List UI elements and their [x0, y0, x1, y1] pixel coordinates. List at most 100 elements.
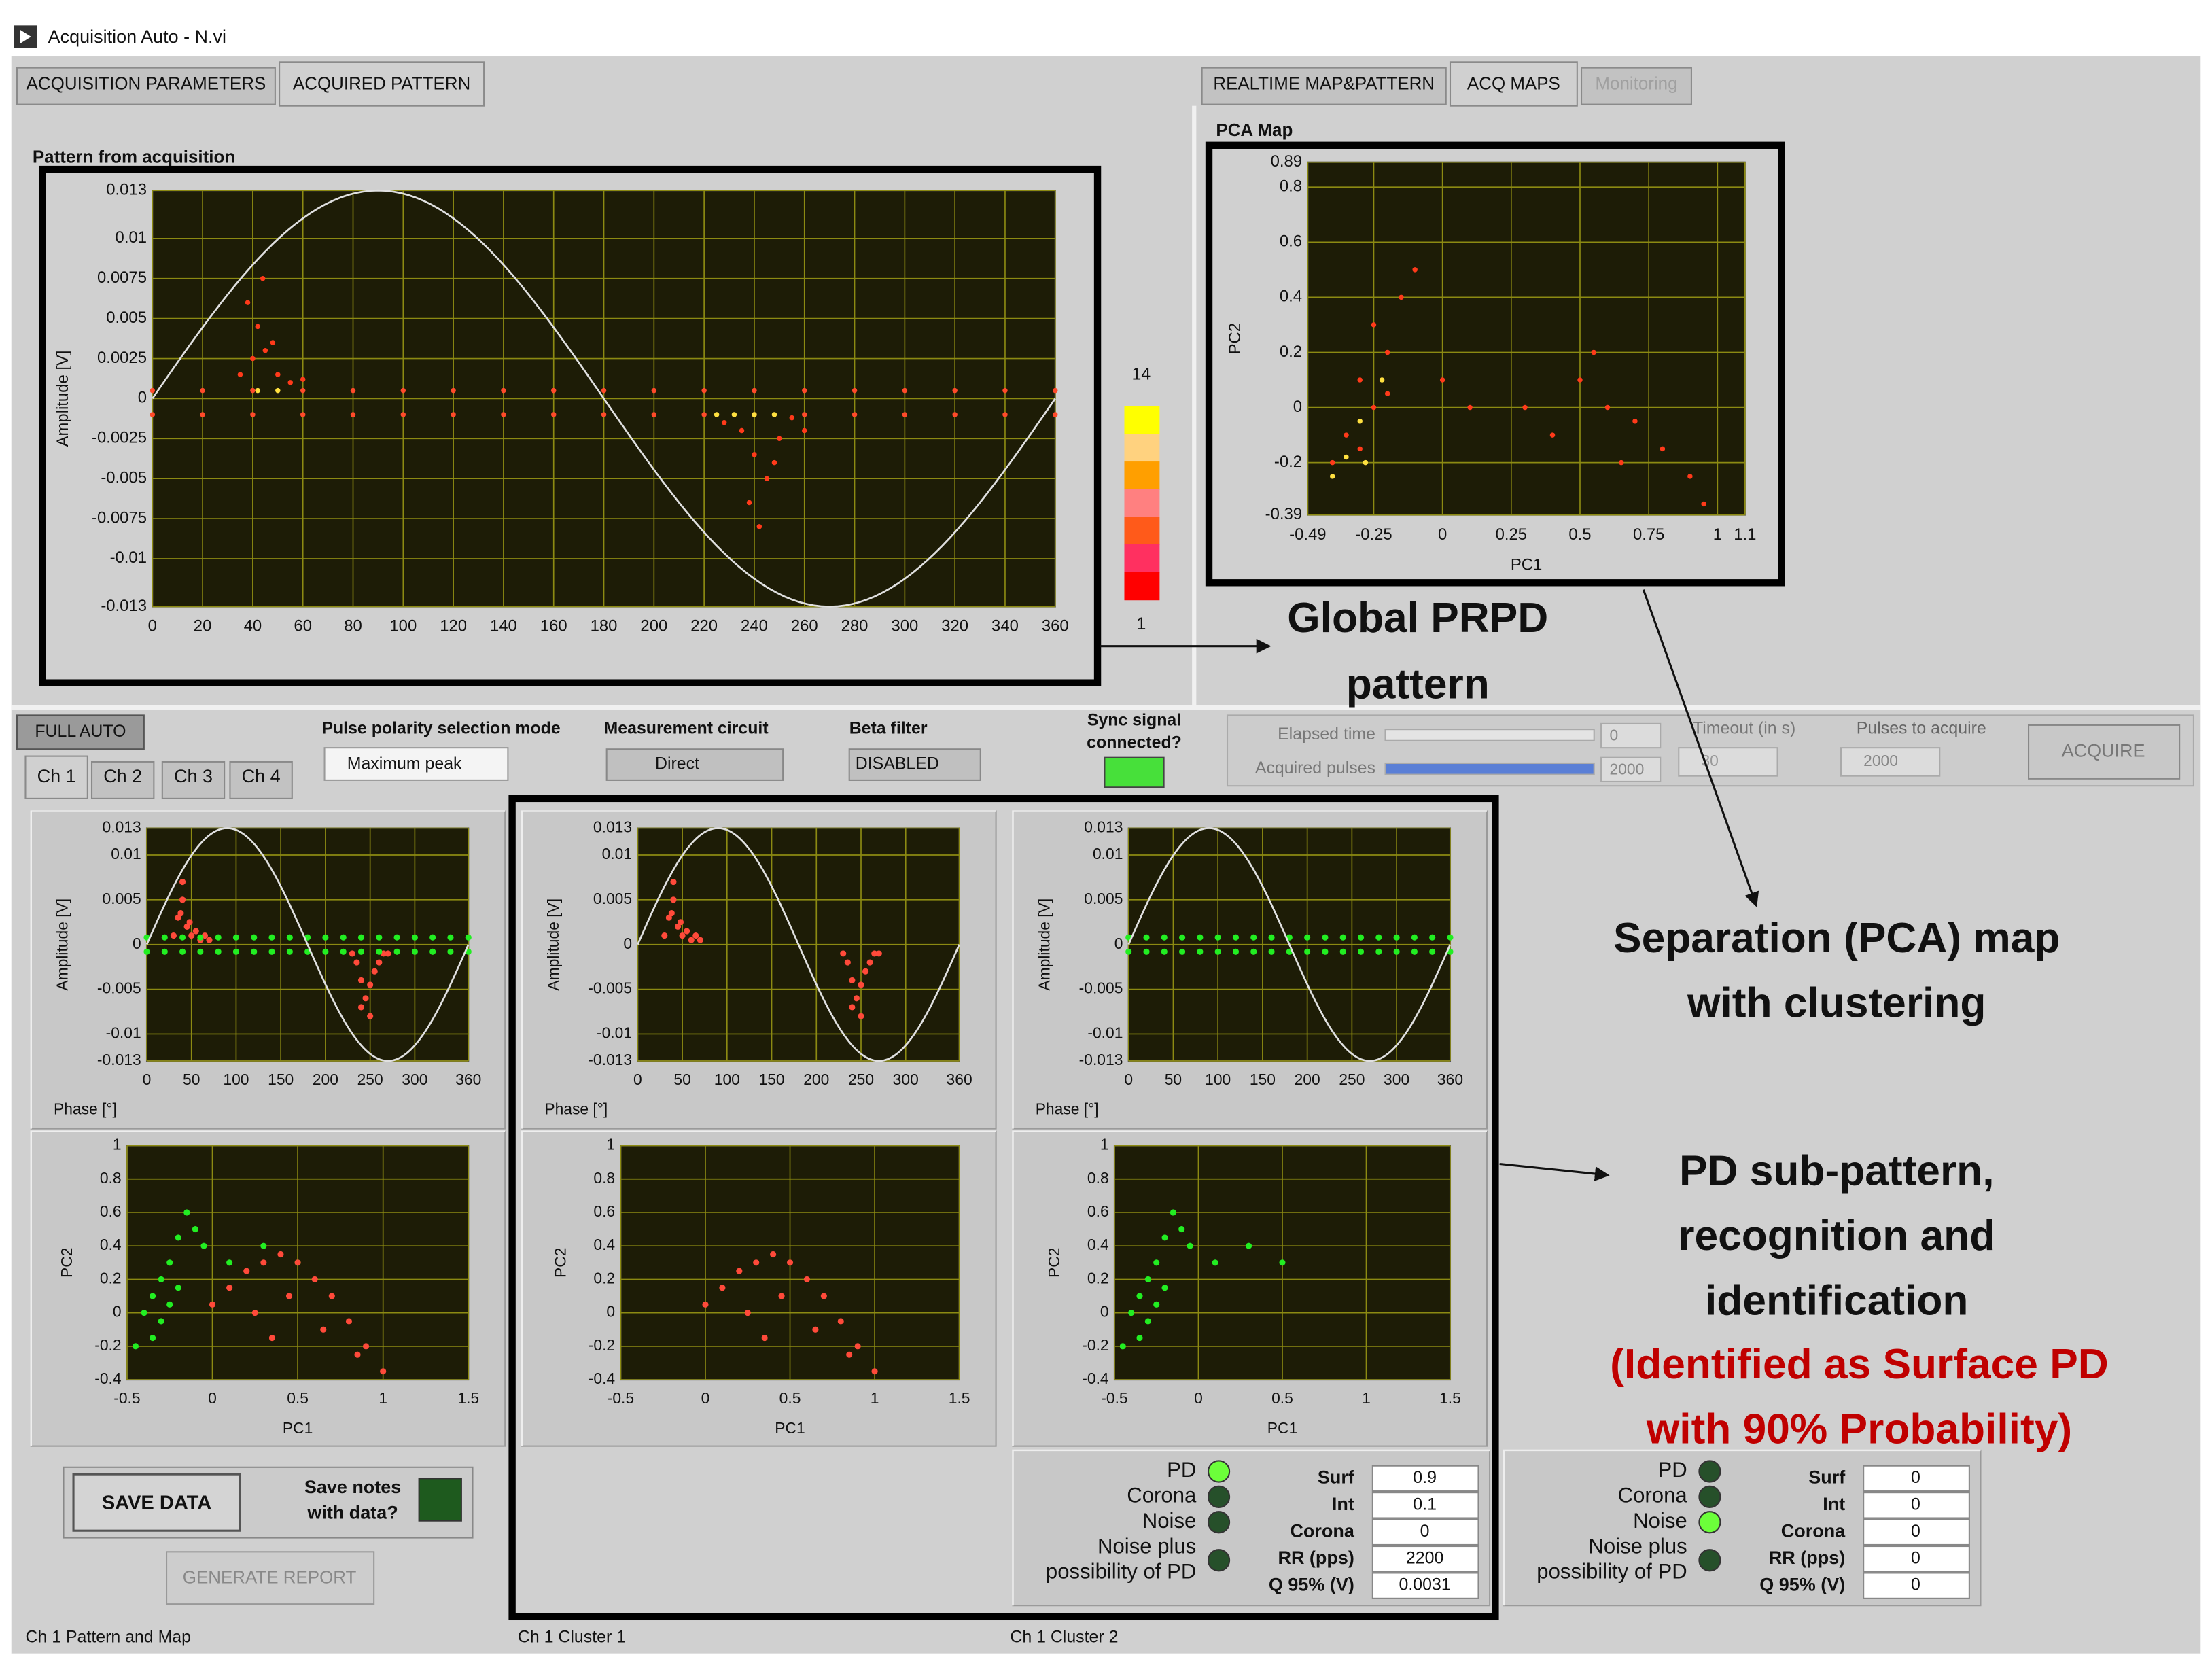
y-tick-label: -0.005: [97, 979, 141, 997]
channel-tab-label[interactable]: Ch 1: [37, 766, 76, 786]
data-point: [1053, 387, 1058, 394]
tab-label[interactable]: REALTIME MAP&PATTERN: [1213, 74, 1435, 93]
data-point: [1522, 404, 1528, 411]
data-point: [447, 934, 454, 941]
data-point: [1153, 1301, 1160, 1308]
data-point: [1232, 948, 1240, 955]
data-point: [226, 1259, 233, 1266]
data-point: [380, 1368, 387, 1375]
plot-panel-bevel: [1012, 1130, 1487, 1446]
data-point: [550, 412, 557, 417]
tab[interactable]: [16, 67, 276, 105]
arrow: [1642, 589, 1759, 907]
notes-led[interactable]: [418, 1478, 462, 1522]
data-point: [1143, 934, 1150, 941]
led: [1207, 1549, 1231, 1572]
y-tick-label: 0.8: [100, 1169, 122, 1187]
data-point: [852, 412, 858, 417]
led-label: Noise: [1142, 1509, 1197, 1533]
data-point: [1178, 1226, 1185, 1233]
data-point: [1701, 501, 1706, 507]
tab-label[interactable]: ACQ MAPS: [1467, 74, 1560, 93]
result-value: 0: [1911, 1468, 1920, 1487]
led: [1207, 1511, 1231, 1534]
result-box: [1863, 1572, 1970, 1599]
data-point: [320, 1326, 327, 1333]
button-label[interactable]: ACQUIRE: [2062, 741, 2145, 761]
x-tick-label: 200: [640, 617, 667, 635]
channel-tab[interactable]: [161, 761, 226, 799]
channel-tab-label[interactable]: Ch 3: [174, 766, 213, 786]
led-label: possibility of PD: [1046, 1560, 1196, 1584]
x-tick-label: 200: [1295, 1070, 1320, 1088]
data-point: [670, 878, 677, 886]
data-point: [183, 1209, 190, 1216]
channel-tab[interactable]: [24, 755, 88, 799]
data-point: [1212, 1259, 1218, 1266]
control-value[interactable]: Maximum peak: [347, 754, 462, 773]
data-point: [376, 959, 383, 966]
data-point: [802, 412, 807, 417]
dropdown[interactable]: [605, 748, 784, 781]
data-point: [677, 919, 684, 926]
data-point: [1161, 948, 1168, 955]
data-point: [902, 412, 908, 417]
y-tick-label: 0.4: [593, 1236, 615, 1253]
tab-label[interactable]: ACQUIRED PATTERN: [293, 74, 470, 93]
button-label[interactable]: GENERATE REPORT: [183, 1569, 357, 1588]
channel-tab-label[interactable]: Ch 4: [242, 766, 281, 786]
data-point: [188, 932, 195, 939]
button[interactable]: [2028, 724, 2181, 780]
button[interactable]: [16, 714, 145, 750]
y-axis-label: Amplitude [V]: [54, 898, 71, 991]
tab[interactable]: [279, 61, 485, 107]
tab[interactable]: [1580, 67, 1692, 105]
data-point: [353, 959, 360, 966]
data-point: [393, 934, 400, 941]
result-value: 0.9: [1413, 1468, 1437, 1487]
data-point: [601, 387, 607, 394]
data-point: [300, 387, 306, 394]
control-value[interactable]: DISABLED: [856, 754, 939, 773]
button[interactable]: [72, 1473, 241, 1532]
numeric-control[interactable]: [1678, 747, 1778, 777]
data-point: [1375, 934, 1382, 941]
control-value[interactable]: Direct: [655, 754, 699, 773]
data-point: [1197, 934, 1204, 941]
channel-tab-label[interactable]: Ch 2: [103, 766, 142, 786]
sync-led: [1104, 756, 1165, 788]
x-tick-label: 0.5: [1568, 525, 1591, 544]
y-tick-label: 0: [1114, 935, 1123, 952]
tab[interactable]: [1201, 67, 1447, 105]
data-point: [1187, 1242, 1193, 1249]
data-point: [451, 387, 456, 394]
numeric-control[interactable]: [1840, 747, 1941, 777]
x-tick-label: 0.25: [1496, 525, 1527, 544]
control-label: Beta filter: [849, 719, 928, 738]
y-tick-label: 0: [1100, 1303, 1109, 1321]
tab-label[interactable]: ACQUISITION PARAMETERS: [27, 74, 266, 93]
dropdown[interactable]: [848, 748, 981, 781]
data-point: [1411, 948, 1418, 955]
data-point: [1429, 948, 1436, 955]
button[interactable]: [166, 1551, 375, 1605]
data-point: [179, 934, 186, 941]
data-point: [232, 948, 240, 955]
control-value[interactable]: 2000: [1863, 752, 1898, 769]
x-tick-label: 0: [701, 1389, 710, 1407]
y-tick-label: 0.01: [116, 228, 147, 247]
y-tick-label: 0.013: [1084, 818, 1123, 836]
tab-label[interactable]: Monitoring: [1595, 74, 1677, 93]
ring-control[interactable]: [323, 747, 509, 781]
data-point: [849, 1004, 856, 1011]
colorbar-segment: [1124, 434, 1160, 463]
led-label: Noise plus: [1588, 1534, 1687, 1558]
x-tick-label: 1.5: [457, 1389, 479, 1407]
data-point: [1411, 934, 1418, 941]
channel-tab[interactable]: [90, 761, 155, 799]
data-point: [853, 995, 860, 1002]
button-label[interactable]: SAVE DATA: [102, 1492, 211, 1514]
button-label[interactable]: FULL AUTO: [35, 722, 126, 741]
channel-tab[interactable]: [229, 761, 293, 799]
tab[interactable]: [1449, 61, 1578, 107]
